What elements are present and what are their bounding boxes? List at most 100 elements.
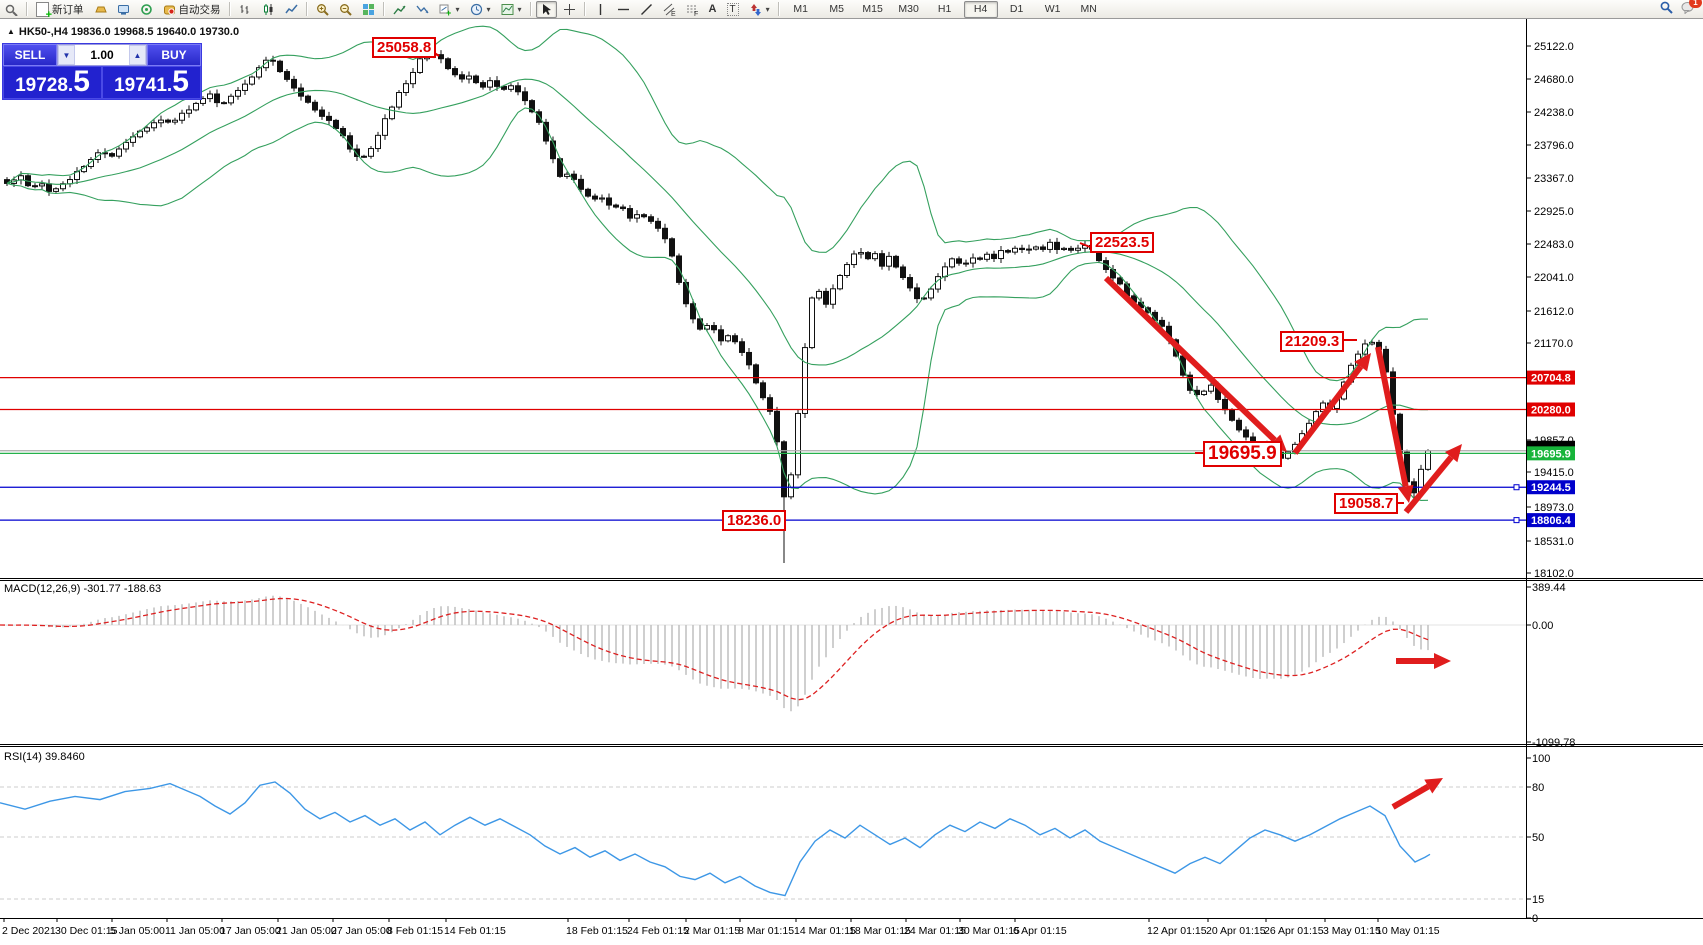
price-annotation[interactable]: 21209.3 [1280, 331, 1345, 352]
svg-text:21170.0: 21170.0 [1534, 338, 1573, 350]
svg-text:21 Jan 05:00: 21 Jan 05:00 [276, 925, 337, 937]
volume-input[interactable]: 1.00 [90, 48, 114, 62]
svg-text:19244.5: 19244.5 [1531, 482, 1571, 494]
zoom-in-icon [316, 3, 329, 16]
svg-text:14 Mar 01:15: 14 Mar 01:15 [794, 925, 856, 937]
svg-text:19857.0: 19857.0 [1534, 435, 1574, 447]
new-order-label: 新订单 [52, 3, 84, 16]
svg-text:18531.0: 18531.0 [1534, 536, 1574, 548]
strategy-tester-button[interactable] [389, 1, 410, 18]
profile-icon[interactable] [1, 1, 22, 18]
tile-windows-button[interactable] [358, 1, 379, 18]
dropdown-caret-icon: ▾ [455, 4, 460, 14]
timeframe-button-W1[interactable]: W1 [1044, 3, 1061, 15]
horizontal-line-tool-button[interactable] [613, 1, 634, 18]
equidistant-channel-icon: E [663, 3, 676, 18]
volume-decrease-button[interactable]: ▼ [58, 45, 75, 65]
svg-text:389.44: 389.44 [1532, 582, 1566, 594]
line-chart-button[interactable] [281, 1, 302, 18]
svg-text:2 Dec 2021: 2 Dec 2021 [2, 925, 56, 937]
period-button[interactable]: ▾ [466, 1, 495, 18]
depth-of-market-button[interactable] [412, 1, 433, 18]
price-annotation[interactable]: 22523.5 [1090, 232, 1155, 253]
equidistant-channel-tool-button[interactable]: E [659, 1, 680, 18]
template-icon [501, 3, 514, 16]
svg-text:22483.0: 22483.0 [1534, 239, 1574, 251]
timeframe-button-H4[interactable]: H4 [963, 0, 998, 18]
price-annotation[interactable]: 19058.7 [1334, 493, 1399, 514]
svg-text:24680.0: 24680.0 [1534, 74, 1574, 86]
text-label-tool-button[interactable]: T [723, 1, 743, 18]
macd-indicator: 389.44 0.00 -1099.78 MACD(12,26,9) -301.77 … [0, 582, 1575, 749]
toolbar-separator [382, 2, 385, 16]
timeframe-button-MN[interactable]: MN [1080, 3, 1097, 15]
toolbar-separator [529, 2, 532, 16]
toolbar-separator [26, 2, 28, 16]
notifications-chat-icon[interactable]: 1 [1681, 0, 1702, 15]
svg-text:27 Jan 05:00: 27 Jan 05:00 [331, 925, 392, 937]
add-indicator-button[interactable]: + ▾ [435, 1, 464, 18]
buy-button[interactable]: BUY [147, 44, 201, 66]
arrows-tool-button[interactable]: ▾ [745, 1, 774, 18]
signals-button[interactable] [136, 1, 157, 18]
vertical-line-tool-button[interactable] [590, 1, 611, 18]
trendline-icon [640, 3, 653, 16]
toolbar-separator [305, 2, 308, 16]
cursor-tool-button[interactable] [535, 0, 557, 18]
trendline-tool-button[interactable] [636, 1, 657, 18]
svg-text:80: 80 [1532, 782, 1544, 794]
price-annotation[interactable]: 18236.0 [722, 510, 787, 531]
sell-price[interactable]: 19728. 5 [3, 66, 102, 99]
auto-trading-button[interactable]: 自动交易 [159, 1, 225, 18]
new-order-icon [36, 1, 52, 21]
timeframe-button-H1[interactable]: H1 [937, 3, 952, 15]
rsi-indicator: 100 80 50 15 0 RSI(14) 39.8460 [0, 751, 1550, 925]
collapse-triangle-icon[interactable]: ▲ [7, 27, 15, 36]
timeframe-button-M5[interactable]: M5 [829, 3, 844, 15]
candlestick-chart-button[interactable] [258, 1, 279, 18]
timeframe-button-M30[interactable]: M30 [898, 3, 919, 15]
new-order-button[interactable]: 新订单 [32, 1, 88, 21]
bollinger-bands [6, 25, 1429, 501]
buy-price[interactable]: 19741. 5 [102, 66, 201, 99]
svg-text:E: E [671, 11, 676, 16]
svg-text:26 Apr 01:15: 26 Apr 01:15 [1264, 925, 1324, 937]
bar-chart-button[interactable] [235, 1, 256, 18]
crosshair-tool-button[interactable] [559, 1, 580, 18]
sell-button[interactable]: SELL [3, 44, 57, 66]
deposit-button[interactable] [90, 1, 111, 18]
svg-text:20 Apr 01:15: 20 Apr 01:15 [1206, 925, 1266, 937]
price-annotation[interactable]: 19695.9 [1203, 441, 1282, 467]
timeframe-switcher: M1 M5 M15 M30 H1 H4 D1 W1 MN [783, 0, 1107, 18]
timeframe-button-D1[interactable]: D1 [1009, 3, 1024, 15]
candlestick-chart-icon [262, 3, 275, 16]
cursor-icon [540, 3, 553, 16]
timeframe-button-M1[interactable]: M1 [793, 3, 808, 15]
zoom-out-button[interactable] [335, 1, 356, 18]
svg-text:0.00: 0.00 [1532, 620, 1553, 632]
hline-drag-handle[interactable] [1513, 484, 1520, 491]
timeframe-button-M15[interactable]: M15 [862, 3, 883, 15]
svg-text:12 Apr 01:15: 12 Apr 01:15 [1147, 925, 1207, 937]
horizontal-level-lines[interactable] [0, 377, 1575, 524]
svg-text:17 Jan 05:00: 17 Jan 05:00 [220, 925, 281, 937]
macd-label: MACD(12,26,9) -301.77 -188.63 [4, 583, 161, 595]
candlestick-series [4, 50, 1431, 563]
zoom-in-button[interactable] [312, 1, 333, 18]
bar-chart-icon [239, 3, 252, 16]
svg-text:22041.0: 22041.0 [1534, 272, 1574, 284]
svg-text:11 Jan 05:00: 11 Jan 05:00 [165, 925, 225, 937]
hline-drag-handle[interactable] [1513, 517, 1520, 524]
fibonacci-icon: F [686, 3, 699, 18]
fibonacci-tool-button[interactable]: F [682, 1, 703, 18]
price-annotation[interactable]: 25058.8 [372, 37, 437, 58]
svg-text:22925.0: 22925.0 [1534, 206, 1574, 218]
vertical-line-icon [594, 3, 607, 16]
template-button[interactable]: ▾ [497, 1, 526, 18]
virtual-hosting-button[interactable] [113, 1, 134, 18]
text-tool-button[interactable]: A [705, 1, 721, 18]
volume-increase-button[interactable]: ▲ [129, 45, 146, 65]
search-icon[interactable] [1660, 1, 1673, 14]
text-label-icon: T [726, 2, 739, 16]
